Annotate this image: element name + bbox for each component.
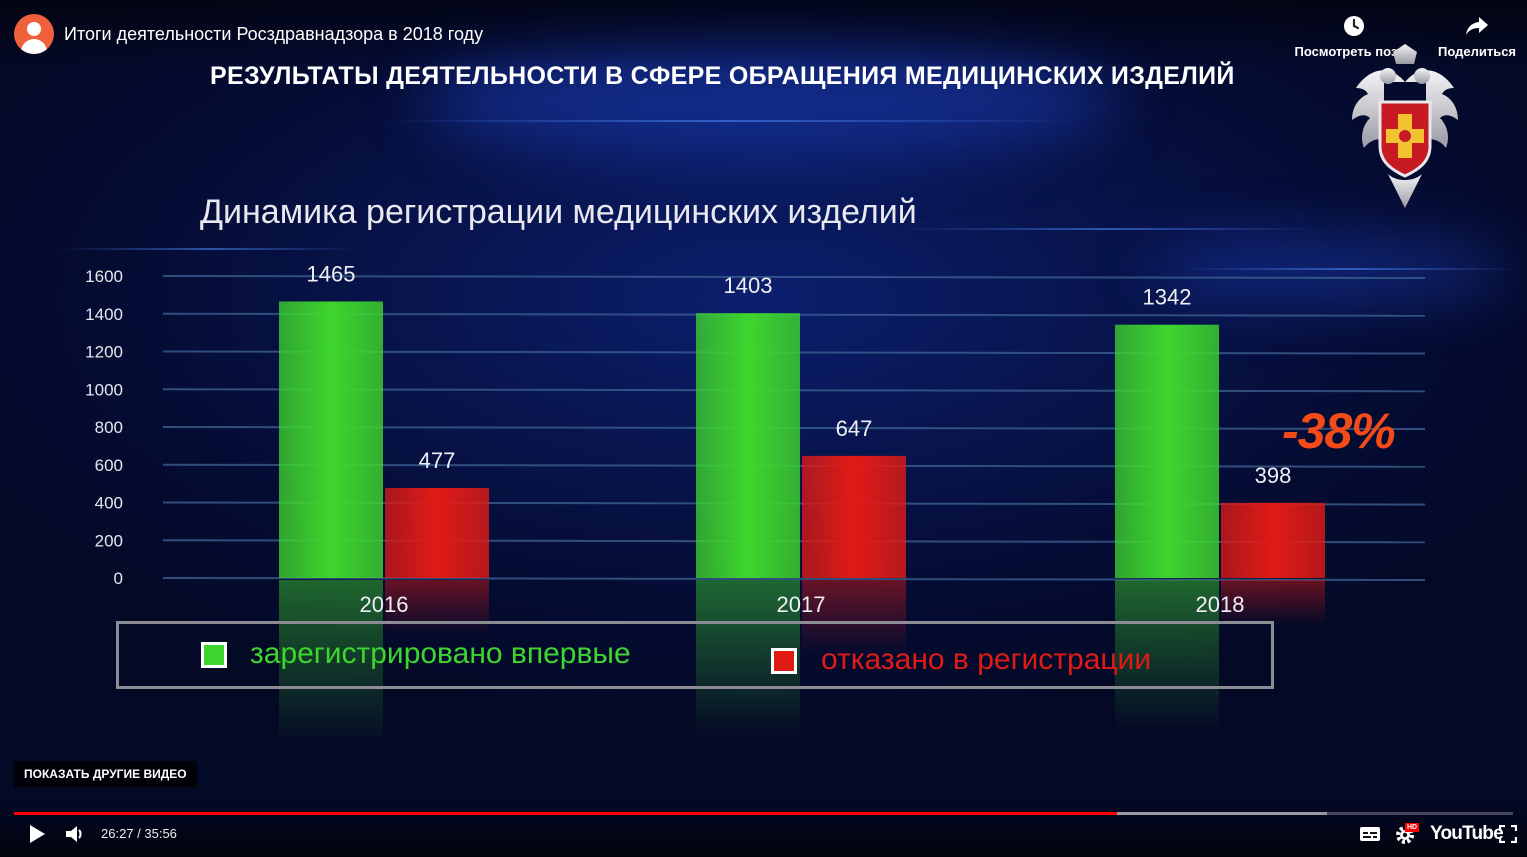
bar-reflection [385,580,489,635]
y-tick-label: 600 [95,456,123,475]
legend-swatch-registered [201,642,227,668]
y-tick-label: 1000 [85,380,123,399]
chart-title: Динамика регистрации медицинских изделий [200,193,917,231]
show-more-videos-button[interactable]: ПОКАЗАТЬ ДРУГИЕ ВИДЕО [14,761,197,787]
background-streak [1180,268,1520,270]
player-controls [0,800,1527,857]
y-tick-label: 400 [95,494,123,513]
x-category-label: 2017 [777,592,826,617]
bar-refused [1221,502,1325,578]
volume-icon[interactable] [64,824,86,844]
avatar-icon [27,22,41,36]
legend-label-registered: зарегистрировано впервые [250,637,631,670]
time-display: 26:27 / 35:56 [101,826,177,841]
play-icon[interactable] [28,824,46,844]
bar-reflection [802,580,906,654]
bar-reflection [1115,580,1219,732]
fullscreen-icon[interactable] [1499,825,1517,843]
y-tick-label: 1200 [85,343,123,362]
double-headed-eagle-emblem-icon [1352,44,1458,208]
y-tick-label: 1400 [85,305,123,324]
data-label: 1465 [307,261,356,286]
bar-registered [279,301,383,578]
gridline [162,577,1426,581]
video-title[interactable]: Итоги деятельности Росздравнадзора в 201… [64,24,484,44]
y-tick-label: 1600 [85,267,123,286]
subtitles-icon[interactable] [1359,826,1381,842]
background-streak [60,248,360,250]
settings-gear-icon[interactable] [1394,824,1416,846]
slide-heading: РЕЗУЛЬТАТЫ ДЕЯТЕЛЬНОСТИ В СФЕРЕ ОБРАЩЕНИ… [210,62,1235,90]
share-label: Поделиться [1437,44,1517,59]
avatar-icon [21,39,47,54]
data-label: 1342 [1143,285,1192,310]
share-icon [1466,17,1488,35]
bar-registered [696,313,800,578]
data-label: 647 [836,416,873,441]
progress-played [14,812,1118,815]
bar-reflection [279,580,383,746]
gridline [162,275,1426,279]
data-label: 398 [1255,463,1292,488]
bar-registered [1115,324,1219,578]
background-streak [380,120,1080,122]
y-tick-label: 200 [95,531,123,550]
background-streak [900,228,1320,230]
hd-badge: HD [1405,823,1420,832]
chart-legend: зарегистрировано впервые отказано в реги… [116,621,1274,689]
clock-icon [1344,16,1364,36]
watch-later-label: Посмотреть позже [1294,44,1414,59]
progress-bar[interactable] [14,812,1513,815]
top-bar [0,0,1527,70]
data-label: 477 [419,448,456,473]
legend-swatch-refused [771,648,797,674]
bar-refused [385,487,489,578]
x-category-label: 2016 [360,592,409,617]
share-button[interactable]: Поделиться [1436,14,1518,59]
youtube-logo[interactable]: YouTube [1430,823,1504,844]
bar-reflection [1221,580,1325,626]
change-callout: -38% [1282,403,1396,459]
background-glow [1150,240,1510,300]
bar-refused [802,455,906,578]
channel-avatar[interactable] [14,14,54,54]
x-category-label: 2018 [1196,592,1245,617]
legend-label-refused: отказано в регистрации [821,643,1152,676]
y-tick-label: 0 [114,569,123,588]
watch-later-button[interactable]: Посмотреть позже [1290,14,1418,59]
data-label: 1403 [724,273,773,298]
y-tick-label: 800 [95,418,123,437]
